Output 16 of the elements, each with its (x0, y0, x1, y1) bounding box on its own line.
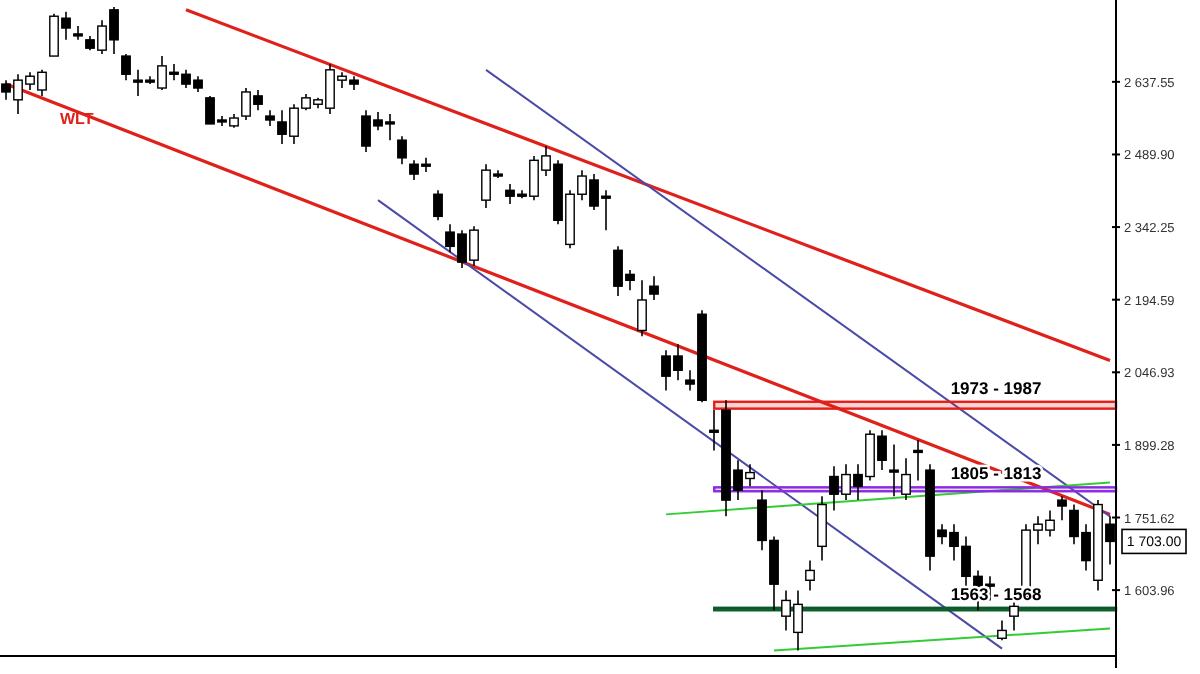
candlestick (1057, 495, 1067, 522)
candlestick (901, 457, 911, 501)
candlestick (433, 189, 443, 222)
candlestick (805, 559, 815, 592)
candlestick (913, 439, 923, 482)
candlestick (1009, 599, 1019, 632)
band-label: 1973 - 1987 (950, 377, 1042, 398)
candlestick (817, 495, 827, 562)
candlestick (73, 25, 83, 41)
candlestick (637, 279, 647, 338)
candlestick (997, 619, 1007, 642)
candlestick (121, 53, 131, 81)
candlestick (649, 275, 659, 301)
candlestick (889, 443, 899, 497)
band-label: 1805 - 1813 (950, 463, 1042, 484)
candlestick (397, 135, 407, 166)
